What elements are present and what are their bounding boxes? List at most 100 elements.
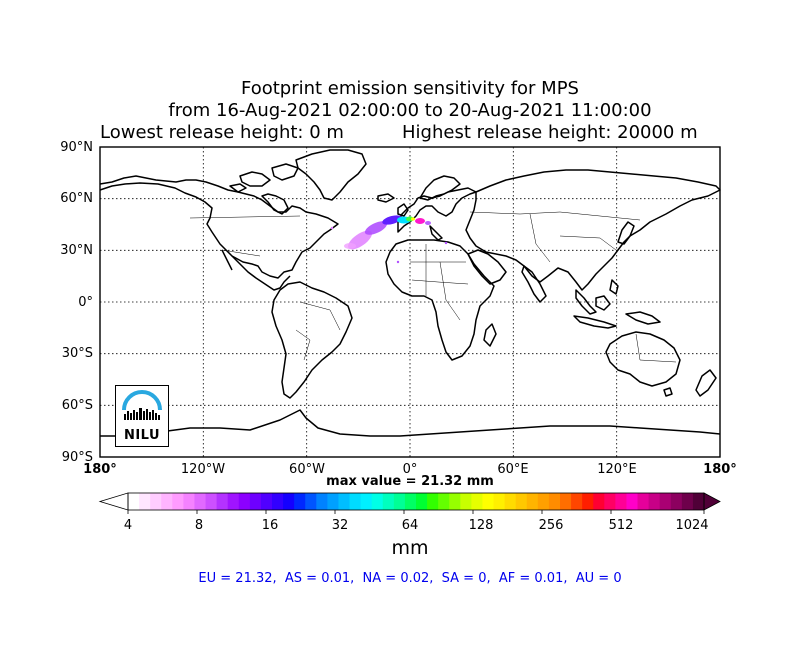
colorbar-segment [615,493,627,510]
colorbar-extend-low [98,492,129,511]
border-south-america-2 [295,329,311,361]
coast-indonesia-1 [573,315,617,329]
colorbar-segment [260,493,273,510]
colorbar-segment [249,493,262,510]
coast-hudson-bay [261,193,289,215]
coast-greenland [295,149,367,201]
coast-north-america [99,175,339,279]
plume-outer-west [344,243,356,249]
plume-speck-2 [396,260,400,264]
border-us-canada [189,215,301,219]
colorbar-segment [272,493,284,510]
lon-label-0: 0° [402,462,418,477]
plume-core-west [382,215,402,225]
colorbar-segment [670,493,683,510]
colorbar-tick-512: 512 [608,518,634,533]
coast-italy [429,225,443,241]
colorbar-segment [128,493,140,510]
colorbar-segment [238,493,251,510]
colorbar-segment [648,493,661,510]
regional-summary: EU = 21.32, AS = 0.01, NA = 0.02, SA = 0… [198,571,622,586]
border-asia-2 [529,213,551,263]
lat-label-60n: 60°N [60,191,93,206]
lon-label-60w: 60°W [289,462,325,477]
coast-philippines [609,279,619,295]
colorbar-segment [404,493,417,510]
plume-speck-3 [444,241,448,245]
coast-indonesia-2 [595,295,611,311]
border-africa-3 [439,261,461,321]
colorbar-segment [205,493,218,510]
coast-british-isles [397,203,409,217]
border-australia [635,333,677,363]
coast-australia [605,331,681,387]
plume-east-purple [425,221,431,225]
colorbar-segment [316,493,328,510]
border-africa-4 [411,279,469,285]
colorbar-segment [194,493,207,510]
colorbar-segment [681,493,694,510]
colorbar-segment [482,493,495,510]
border-us-mexico [221,249,261,257]
colorbar-segment [537,493,550,510]
lat-label-60s: 60°S [61,398,93,413]
colorbar-segment [216,493,229,510]
colorbar-segment [360,493,373,510]
colorbar-segment [416,493,428,510]
colorbar-segment [283,493,295,510]
colorbar-segment [427,493,439,510]
plume-east-magenta [415,218,425,224]
coast-new-guinea [625,311,661,325]
colorbar-segment [593,493,605,510]
colorbar-segment [515,493,528,510]
colorbar-segment [637,493,650,510]
colorbar-segment [305,493,317,510]
colorbar-segment [349,493,362,510]
coast-arctic-islands-2 [271,163,299,181]
coast-tasmania [663,387,673,397]
lat-label-equator: 0° [78,295,93,310]
colorbar-segment [150,493,162,510]
colorbar-segment [560,493,572,510]
coast-asia [465,169,721,291]
coast-madagascar [483,323,497,347]
graticule [100,147,720,457]
colorbar-unit: mm [391,537,429,559]
colorbar [98,492,721,514]
nilu-logo: NILU [115,385,169,447]
colorbar-segment [382,493,395,510]
nilu-logo-text: NILU [123,428,161,443]
lon-label-60e: 60°E [497,462,529,477]
coast-baja [221,249,233,271]
colorbar-segment [659,493,672,510]
colorbar-segment [294,493,306,510]
colorbar-frame [127,492,705,511]
colorbar-segment [626,493,639,510]
lon-label-180-east: 180° [703,462,737,477]
colorbar-tick-128: 128 [468,518,494,533]
colorbar-tick-8: 8 [194,518,204,533]
colorbar-segment [548,493,561,510]
coast-europe [397,187,477,233]
colorbar-segment [493,493,506,510]
border-asia-3 [559,235,617,251]
colorbar-segment [393,493,406,510]
title-line-1: Footprint emission sensitivity for MPS [241,78,579,99]
colorbar-tick-256: 256 [538,518,564,533]
colorbar-tick-16: 16 [261,518,279,533]
border-asia-1 [469,211,641,221]
coast-south-america [271,281,353,399]
lat-label-90n: 90°N [60,140,93,155]
colorbar-segment [526,493,539,510]
colorbar-tick-1024: 1024 [675,518,709,533]
coast-iceland [377,193,395,203]
lon-label-120w: 120°W [180,462,226,477]
lon-label-180-west: 180° [83,462,117,477]
coast-japan [617,221,635,245]
country-borders [189,211,677,363]
coast-new-zealand [695,369,717,397]
colorbar-segment [604,493,616,510]
coastlines [99,149,721,437]
colorbar-segment [161,493,173,510]
